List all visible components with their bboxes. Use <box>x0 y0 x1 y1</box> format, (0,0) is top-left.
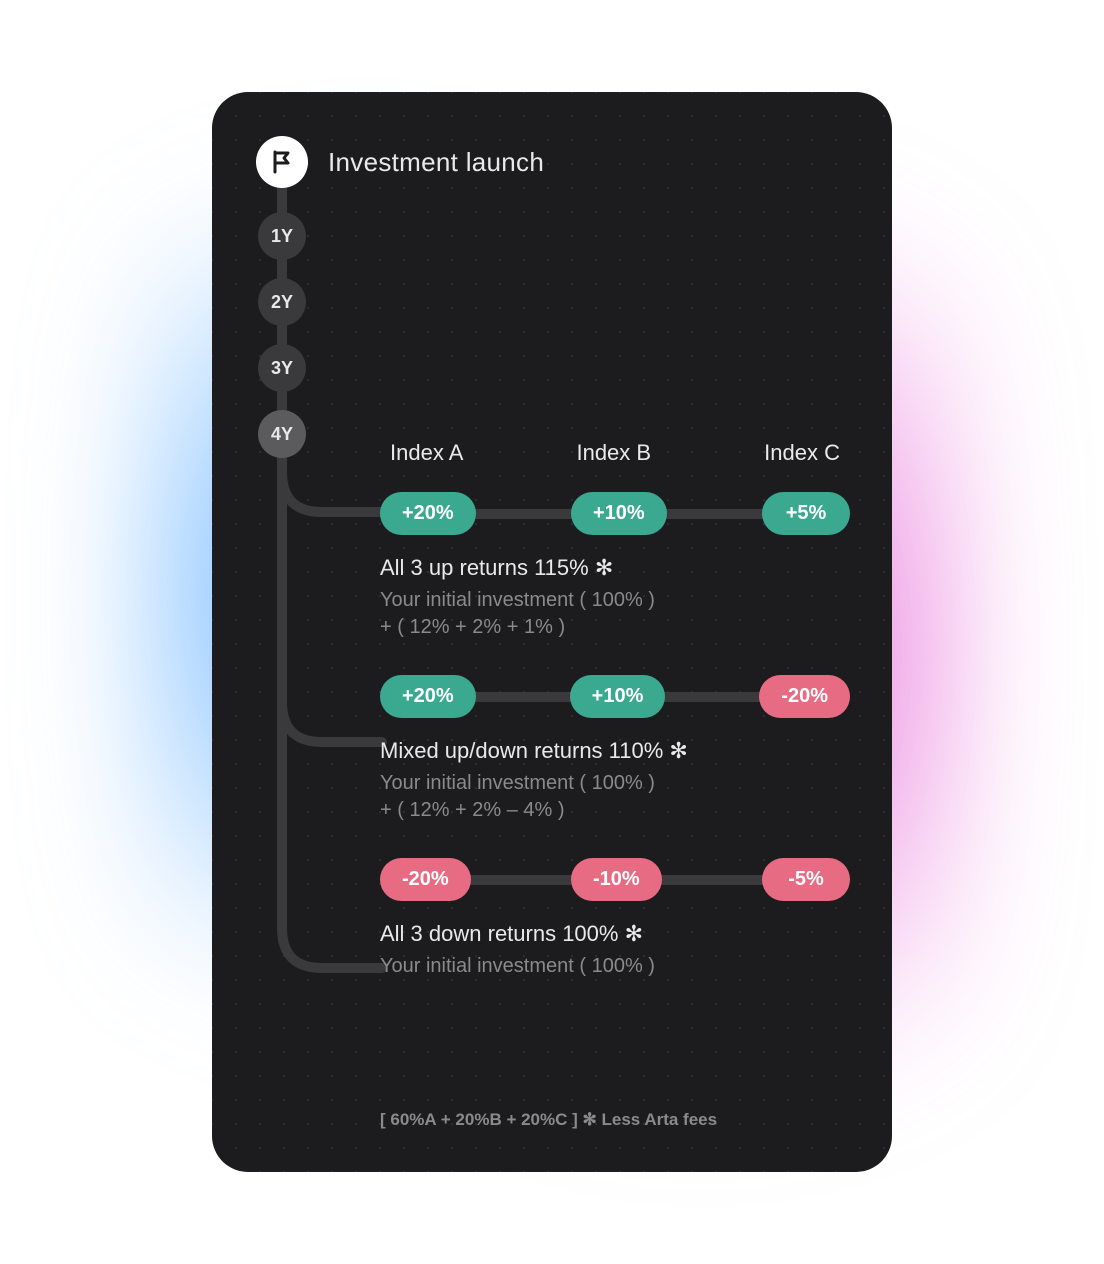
year-node-4y: 4Y <box>258 410 306 458</box>
flag-icon <box>256 136 308 188</box>
index-header-a: Index A <box>390 440 463 466</box>
investment-card: Investment launch 1Y 2Y 3Y 4Y Index A In… <box>212 92 892 1172</box>
scenario-sub: Your initial investment ( 100% ) <box>380 772 850 795</box>
header-title: Investment launch <box>328 147 544 178</box>
index-header-c: Index C <box>764 440 840 466</box>
pill-index-c: -5% <box>762 858 850 901</box>
index-headers: Index A Index B Index C <box>380 440 850 466</box>
scenario-sub: Your initial investment ( 100% ) <box>380 955 850 978</box>
scenario-title: All 3 up returns 115% ✻ <box>380 555 850 581</box>
pill-row: -20% -10% -5% <box>380 858 850 901</box>
scenario-mixed: +20% +10% -20% Mixed up/down returns 110… <box>380 675 850 822</box>
scenario-calc: + ( 12% + 2% – 4% ) <box>380 799 850 822</box>
pill-row: +20% +10% +5% <box>380 492 850 535</box>
scenario-all-up: +20% +10% +5% All 3 up returns 115% ✻ Yo… <box>380 492 850 639</box>
pill-index-c: -20% <box>759 675 850 718</box>
pill-index-b: -10% <box>571 858 662 901</box>
scenario-sub: Your initial investment ( 100% ) <box>380 589 850 612</box>
pill-index-b: +10% <box>571 492 667 535</box>
year-node-3y: 3Y <box>258 344 306 392</box>
scenario-title: All 3 down returns 100% ✻ <box>380 921 850 947</box>
index-header-b: Index B <box>576 440 651 466</box>
footnote: [ 60%A + 20%B + 20%C ] ✻ Less Arta fees <box>380 1110 717 1130</box>
pill-index-a: +20% <box>380 492 476 535</box>
pill-index-a: -20% <box>380 858 471 901</box>
year-node-2y: 2Y <box>258 278 306 326</box>
scenario-title: Mixed up/down returns 110% ✻ <box>380 738 850 764</box>
header: Investment launch <box>256 136 544 188</box>
pill-index-b: +10% <box>570 675 666 718</box>
scenario-all-down: -20% -10% -5% All 3 down returns 100% ✻ … <box>380 858 850 978</box>
pill-row: +20% +10% -20% <box>380 675 850 718</box>
scenarios-content: Index A Index B Index C +20% +10% +5% Al… <box>380 440 850 982</box>
scenario-calc: + ( 12% + 2% + 1% ) <box>380 616 850 639</box>
pill-index-c: +5% <box>762 492 850 535</box>
pill-index-a: +20% <box>380 675 476 718</box>
year-node-1y: 1Y <box>258 212 306 260</box>
